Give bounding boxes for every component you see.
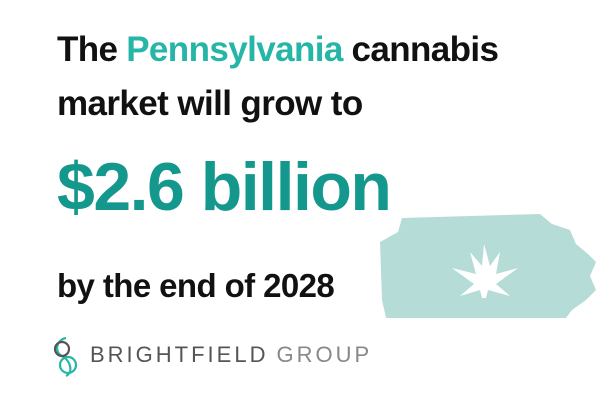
headline-line: market will grow to	[57, 84, 363, 123]
logo-text: BRIGHTFIELD GROUP	[90, 342, 372, 368]
text: The	[57, 30, 118, 69]
logo-group: GROUP	[276, 342, 373, 367]
logo-brand: BRIGHTFIELD	[90, 342, 269, 367]
cannabis-leaf	[452, 244, 518, 298]
headline-line: by the end of 2028	[57, 267, 335, 304]
headline-amount: $2.6 billion	[57, 149, 392, 225]
headline-line: The Pennsylvania cannabis	[57, 30, 499, 70]
highlight: Pennsylvania	[126, 30, 343, 69]
text: cannabis	[351, 30, 499, 69]
logo-icon	[53, 336, 78, 377]
